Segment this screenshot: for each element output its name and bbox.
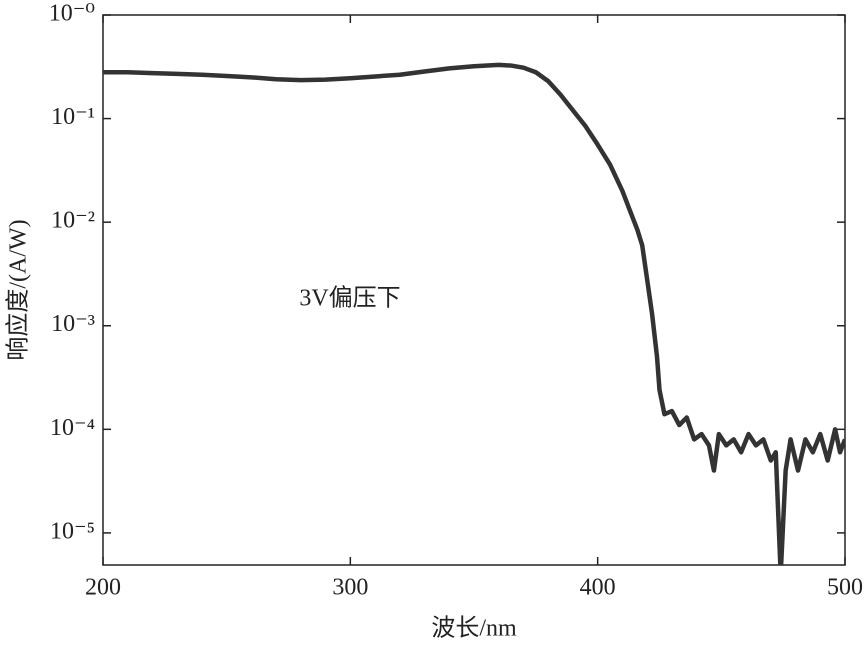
y-tick-label: 10⁻¹ <box>51 104 95 130</box>
y-tick-label: 10⁻⁰ <box>49 1 95 27</box>
y-tick-label: 10⁻⁵ <box>50 518 95 544</box>
annotation: 3V偏压下 <box>299 285 400 312</box>
y-axis-label: 响应度/(A/W) <box>5 219 32 360</box>
x-axis-label: 波长/nm <box>431 615 517 642</box>
x-tick-label: 300 <box>332 575 368 601</box>
plot-frame <box>102 14 846 566</box>
y-tick-label: 10⁻² <box>51 208 95 234</box>
y-tick-label: 10⁻³ <box>51 311 95 337</box>
x-tick-label: 200 <box>85 575 121 601</box>
data-line <box>103 62 845 565</box>
x-tick-label: 400 <box>580 575 616 601</box>
x-tick-label: 500 <box>827 575 863 601</box>
y-tick-label: 10⁻⁴ <box>50 415 95 441</box>
